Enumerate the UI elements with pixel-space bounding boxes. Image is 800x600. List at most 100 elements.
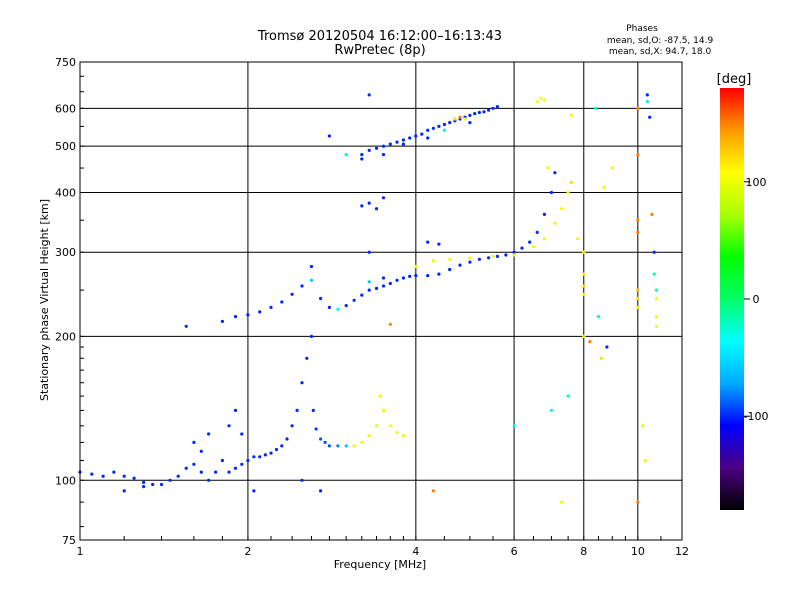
echo-point — [652, 272, 656, 276]
echo-point — [192, 462, 196, 466]
echo-point — [448, 257, 452, 261]
echo-point — [431, 126, 435, 130]
echo-point — [594, 106, 598, 110]
echo-point — [360, 440, 364, 444]
echo-point — [491, 254, 495, 258]
y-tick-label: 75 — [62, 534, 76, 547]
data-points — [78, 93, 659, 504]
echo-point — [426, 240, 430, 244]
echo-point — [512, 250, 516, 254]
colorbar-tick-label: -100 — [744, 410, 769, 423]
echo-point — [90, 472, 94, 476]
echo-point — [542, 237, 547, 241]
echo-point — [184, 466, 188, 470]
series-0 — [78, 334, 405, 493]
echo-point — [374, 146, 379, 150]
y-tick-label: 100 — [55, 474, 76, 487]
echo-point — [553, 171, 557, 175]
echo-point — [311, 408, 315, 412]
x-tick-label: 6 — [511, 545, 518, 558]
echo-point — [159, 482, 164, 487]
echo-point — [636, 288, 640, 292]
echo-point — [142, 480, 146, 484]
y-axis-label: Stationary phase Virtual Height [km] — [38, 199, 51, 401]
x-tick-label: 1 — [77, 545, 84, 558]
echo-point — [207, 432, 211, 436]
echo-point — [448, 121, 452, 125]
echo-point — [535, 230, 539, 234]
echo-point — [582, 292, 586, 296]
echo-point — [395, 278, 399, 282]
echo-point — [151, 482, 155, 487]
echo-point — [233, 315, 238, 319]
y-tick-label: 600 — [55, 102, 76, 115]
echo-point — [309, 278, 314, 282]
echo-point — [401, 142, 405, 146]
echo-point — [207, 478, 211, 482]
echo-point — [274, 447, 279, 452]
echo-point — [122, 474, 126, 478]
echo-point — [414, 274, 418, 278]
echo-point — [252, 489, 256, 493]
echo-point — [323, 440, 327, 444]
echo-point — [246, 458, 250, 463]
echo-point — [122, 489, 126, 493]
echo-point — [176, 474, 180, 478]
echo-point — [553, 221, 557, 225]
echo-point — [431, 489, 435, 493]
echo-point — [227, 424, 231, 428]
echo-point — [336, 307, 340, 311]
echo-point — [542, 212, 547, 216]
echo-point — [477, 110, 481, 115]
echo-point — [453, 117, 457, 121]
echo-point — [388, 424, 392, 428]
echo-point — [295, 408, 299, 412]
echo-point — [426, 274, 430, 278]
echo-point — [101, 474, 105, 478]
echo-point — [566, 190, 570, 195]
echo-point — [381, 153, 386, 157]
echo-point — [214, 470, 218, 474]
echo-point — [360, 204, 364, 208]
echo-point — [431, 259, 435, 263]
echo-point — [290, 292, 294, 296]
echo-point — [468, 256, 472, 260]
echo-point — [233, 408, 238, 412]
echo-point — [512, 424, 516, 428]
echo-point — [367, 93, 371, 97]
phases-o-stats: mean, sd,O: -87.5, 14.9 — [607, 36, 714, 46]
echo-point — [388, 142, 392, 146]
echo-point — [258, 455, 262, 459]
echo-point — [327, 134, 331, 138]
echo-point — [192, 440, 196, 444]
echo-point — [654, 315, 659, 319]
series-3 — [388, 93, 659, 504]
echo-point — [374, 286, 379, 290]
echo-point — [520, 246, 524, 250]
echo-point — [495, 254, 499, 258]
echo-point — [344, 444, 348, 448]
colorbar-gradient — [720, 88, 744, 510]
echo-point — [477, 257, 481, 261]
echo-point — [258, 310, 262, 314]
echo-point — [512, 253, 516, 257]
echo-point — [269, 451, 273, 455]
echo-point — [336, 444, 340, 448]
y-tick-label: 400 — [55, 186, 76, 199]
echo-point — [352, 298, 356, 302]
colorbar-tick-label: 0 — [753, 293, 760, 306]
colorbar-ticks: -100 0 100 — [744, 176, 769, 423]
echo-point — [636, 230, 640, 234]
colorbar-tick-label: 100 — [746, 176, 767, 189]
series-1 — [184, 171, 570, 328]
echo-point — [352, 444, 356, 448]
echo-point — [300, 478, 304, 482]
echo-point — [605, 345, 609, 349]
echo-point — [458, 263, 462, 267]
echo-point — [220, 319, 224, 323]
chart-subtitle: RwPretec (8p) — [334, 43, 425, 58]
echo-point — [344, 153, 348, 157]
echo-point — [468, 113, 472, 117]
echo-point — [426, 128, 430, 132]
echo-point — [367, 434, 371, 438]
